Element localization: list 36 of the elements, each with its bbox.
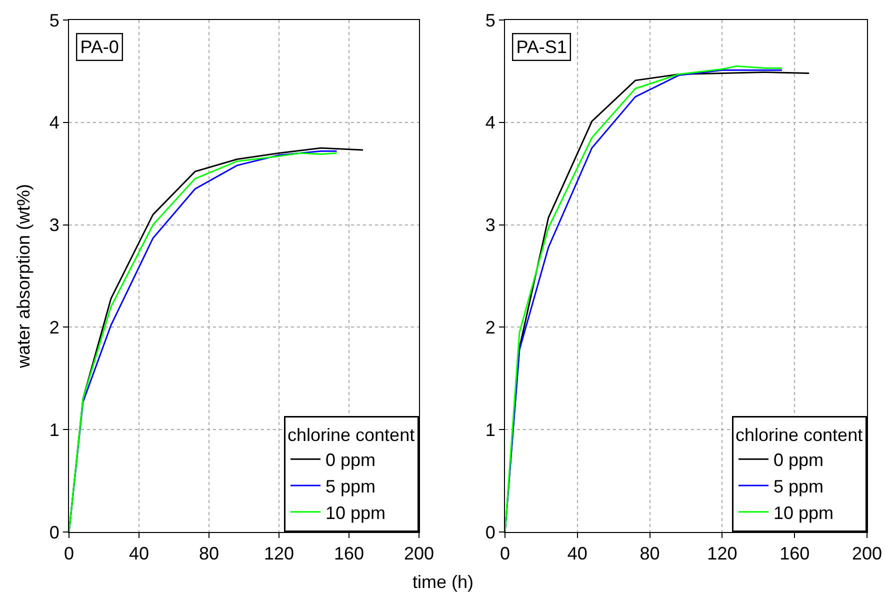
x-tick-label: 160 — [334, 544, 364, 564]
legend-label: 10 ppm — [774, 502, 834, 523]
y-tick-label: 2 — [485, 318, 496, 338]
x-tick-label: 120 — [707, 544, 738, 564]
y-tick-label: 5 — [485, 10, 496, 30]
legend-label: 5 ppm — [774, 476, 824, 497]
legend-title: chlorine content — [736, 424, 863, 445]
y-axis-title: water absorption (wt%) — [14, 184, 34, 370]
x-tick-label: 120 — [264, 544, 294, 564]
y-tick-label: 1 — [485, 420, 496, 440]
y-tick-label: 4 — [485, 112, 496, 133]
x-tick-label: 40 — [128, 544, 150, 564]
y-tick-label: 5 — [49, 10, 60, 30]
y-tick-label: 2 — [49, 318, 60, 338]
x-tick-label: 80 — [198, 544, 220, 564]
x-tick-label: 80 — [640, 544, 660, 564]
legend-label: 0 ppm — [774, 450, 824, 470]
x-tick-label: 160 — [780, 544, 810, 564]
text: PA-0 — [80, 37, 119, 58]
legend-label: 5 ppm — [326, 476, 376, 497]
y-tick-label: 0 — [485, 522, 496, 542]
legend-label: 10 ppm — [326, 502, 386, 523]
y-tick-label: 4 — [49, 112, 60, 133]
y-tick-label: 0 — [49, 522, 60, 542]
y-tick-label: 3 — [49, 215, 60, 236]
y-tick-label: 1 — [49, 420, 60, 440]
text: PA-S1 — [516, 37, 567, 58]
legend-label: 0 ppm — [326, 450, 376, 470]
x-tick-label: 200 — [852, 544, 882, 564]
x-tick-label: 200 — [404, 544, 434, 564]
y-tick-label: 3 — [485, 215, 496, 236]
x-axis-title: time (h) — [411, 572, 474, 593]
x-tick-label: 0 — [64, 544, 74, 564]
legend-title: chlorine content — [288, 424, 415, 445]
x-tick-label: 0 — [500, 544, 510, 564]
x-tick-label: 40 — [567, 544, 588, 564]
